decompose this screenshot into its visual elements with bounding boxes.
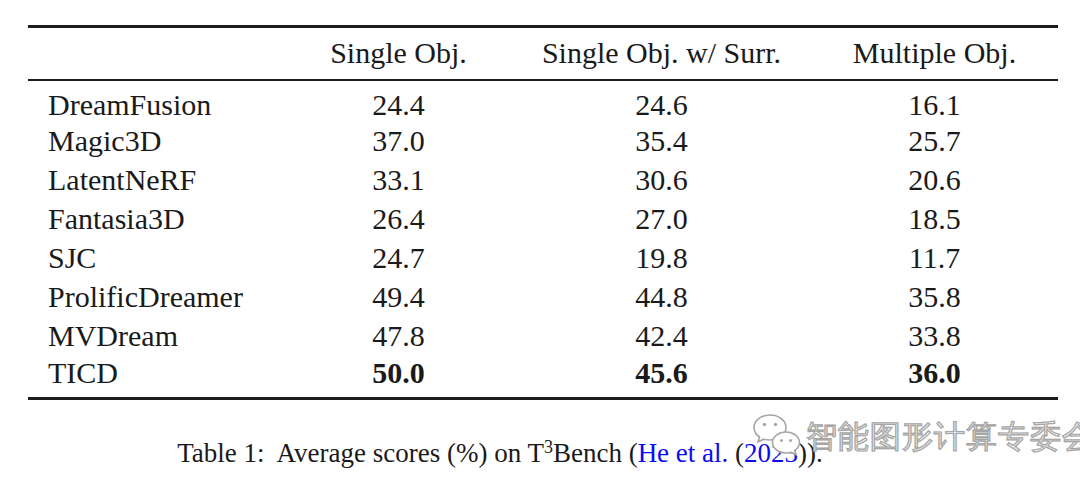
score-value: 30.6	[512, 161, 811, 200]
column-header-single-obj: Single Obj.	[285, 27, 512, 80]
method-name: ProlificDreamer	[28, 278, 285, 317]
column-header-empty	[28, 27, 285, 80]
score-value: 47.8	[285, 317, 512, 356]
score-value: 37.0	[285, 122, 512, 161]
score-value: 44.8	[512, 278, 811, 317]
score-value: 24.7	[285, 239, 512, 278]
table-row: SJC24.719.811.7	[28, 239, 1058, 278]
caption-superscript: 3	[544, 437, 553, 457]
score-value: 42.4	[512, 317, 811, 356]
method-name: TICD	[28, 356, 285, 399]
caption-suffix: )).	[798, 438, 823, 468]
results-table: Single Obj. Single Obj. w/ Surr. Multipl…	[28, 25, 1058, 400]
score-value: 33.8	[811, 317, 1058, 356]
table-body: DreamFusion24.424.616.1Magic3D37.035.425…	[28, 80, 1058, 399]
score-value: 35.8	[811, 278, 1058, 317]
method-name: DreamFusion	[28, 80, 285, 122]
score-value: 16.1	[811, 80, 1058, 122]
table-row: Magic3D37.035.425.7	[28, 122, 1058, 161]
table-caption: Table 1: Average scores (%) on T3Bench (…	[0, 438, 1000, 469]
score-value: 25.7	[811, 122, 1058, 161]
table-row: ProlificDreamer49.444.835.8	[28, 278, 1058, 317]
score-value: 24.4	[285, 80, 512, 122]
score-value: 27.0	[512, 200, 811, 239]
caption-after-sup: Bench (	[553, 438, 638, 468]
score-value: 20.6	[811, 161, 1058, 200]
score-value: 19.8	[512, 239, 811, 278]
score-value: 33.1	[285, 161, 512, 200]
caption-between-cites: (	[728, 438, 744, 468]
table-row: Fantasia3D26.427.018.5	[28, 200, 1058, 239]
score-value: 24.6	[512, 80, 811, 122]
score-value: 26.4	[285, 200, 512, 239]
score-value: 11.7	[811, 239, 1058, 278]
table-header-row: Single Obj. Single Obj. w/ Surr. Multipl…	[28, 27, 1058, 80]
method-name: SJC	[28, 239, 285, 278]
method-name: Magic3D	[28, 122, 285, 161]
table-row: MVDream47.842.433.8	[28, 317, 1058, 356]
column-header-multiple-obj: Multiple Obj.	[811, 27, 1058, 80]
method-name: LatentNeRF	[28, 161, 285, 200]
score-value: 50.0	[285, 356, 512, 399]
column-header-single-obj-surr: Single Obj. w/ Surr.	[512, 27, 811, 80]
score-value: 49.4	[285, 278, 512, 317]
table-row: LatentNeRF33.130.620.6	[28, 161, 1058, 200]
score-value: 18.5	[811, 200, 1058, 239]
method-name: Fantasia3D	[28, 200, 285, 239]
caption-text-start: Table 1: Average scores (%) on T	[177, 438, 544, 468]
score-value: 35.4	[512, 122, 811, 161]
citation-link-authors[interactable]: He et al.	[638, 438, 729, 468]
citation-link-year[interactable]: 2023	[744, 438, 798, 468]
paper-page: Single Obj. Single Obj. w/ Surr. Multipl…	[0, 0, 1080, 493]
score-value: 45.6	[512, 356, 811, 399]
method-name: MVDream	[28, 317, 285, 356]
table-row: DreamFusion24.424.616.1	[28, 80, 1058, 122]
table-row: TICD50.045.636.0	[28, 356, 1058, 399]
score-value: 36.0	[811, 356, 1058, 399]
